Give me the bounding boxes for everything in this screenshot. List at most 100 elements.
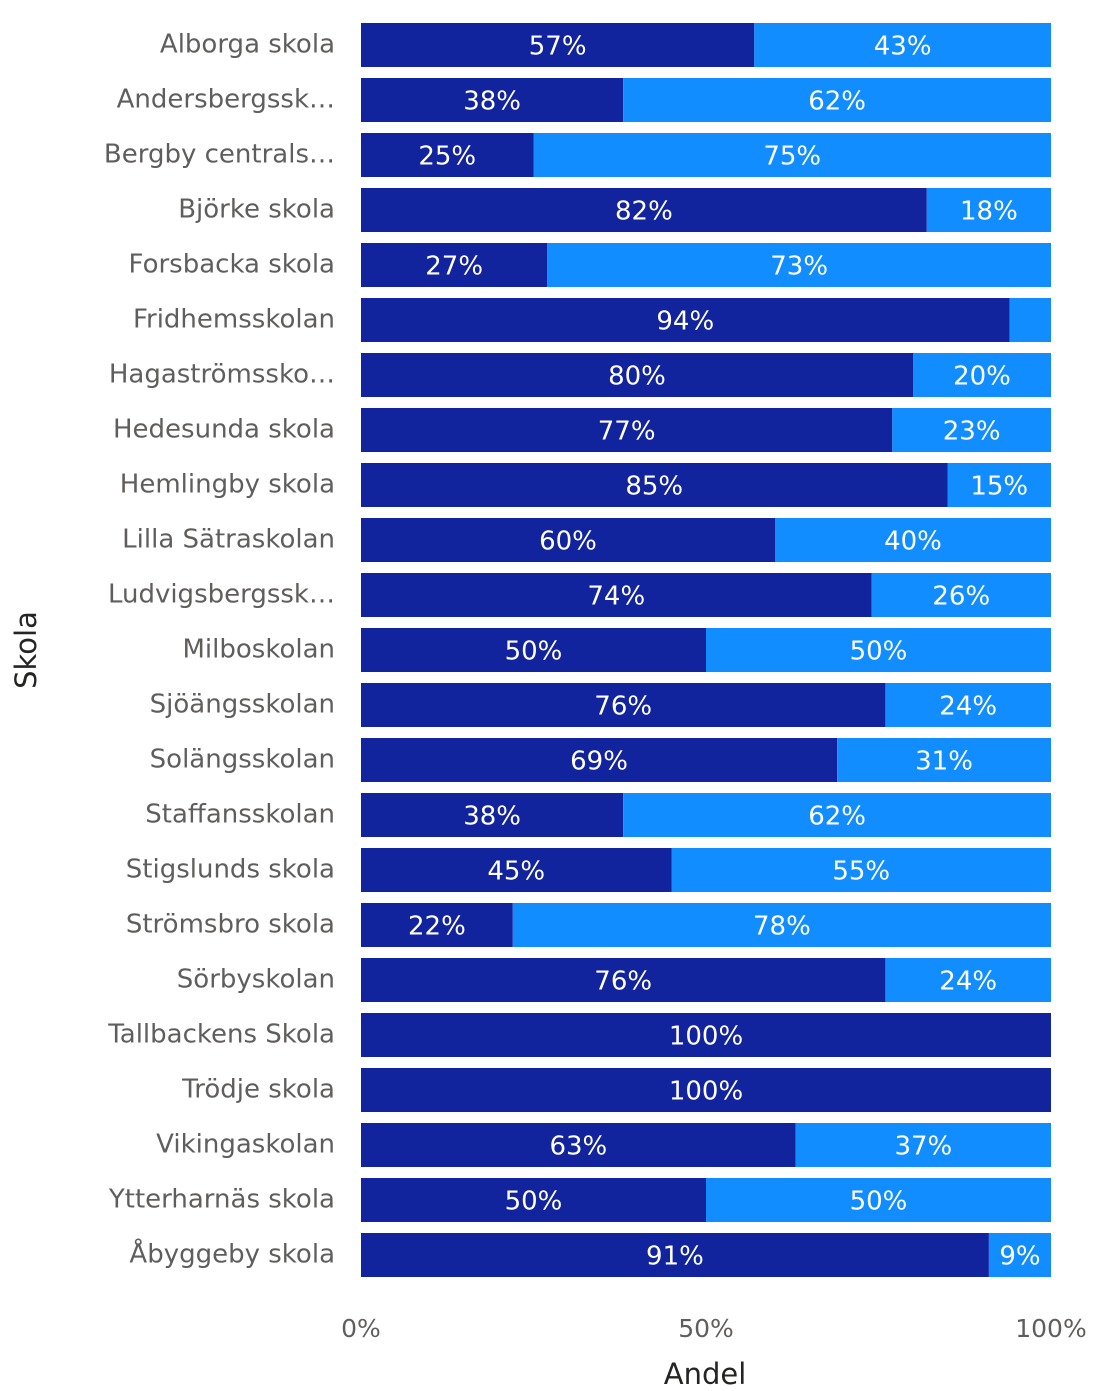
y-tick-label: Vikingaskolan: [156, 1130, 335, 1160]
bar-segment: [361, 1068, 1051, 1112]
data-label: 57%: [529, 32, 587, 62]
bar-segment: [512, 903, 1051, 947]
bar-segment: [361, 793, 624, 837]
bar-segment: [361, 1013, 1051, 1057]
bar-segment: [837, 738, 1051, 782]
bar-segment: [361, 243, 548, 287]
data-label: 94%: [656, 307, 714, 337]
y-tick-label: Staffansskolan: [145, 800, 335, 830]
bar-segment: [623, 793, 1051, 837]
data-label: 50%: [505, 1187, 563, 1217]
bar-segment: [361, 903, 513, 947]
bar-segment: [361, 463, 948, 507]
y-tick-label: Strömsbro skola: [126, 910, 335, 940]
data-label: 82%: [615, 197, 673, 227]
bar-segment: [871, 573, 1051, 617]
data-label: 24%: [939, 967, 997, 997]
bar-segment: [361, 133, 534, 177]
y-tick-label: Stigslunds skola: [126, 855, 335, 885]
bar-segment: [795, 1123, 1051, 1167]
data-label: 38%: [463, 87, 521, 117]
data-label: 76%: [594, 967, 652, 997]
data-label: 50%: [850, 637, 908, 667]
data-label: 22%: [408, 912, 466, 942]
data-label: 63%: [549, 1132, 607, 1162]
bar-segment: [361, 1123, 796, 1167]
bar-segment: [913, 353, 1051, 397]
y-tick-label: Ludvigsbergssk…: [108, 580, 335, 610]
data-label: 69%: [570, 747, 628, 777]
y-tick-label: Tallbackens Skola: [107, 1020, 335, 1050]
bar-segment: [947, 463, 1051, 507]
data-label: 85%: [625, 472, 683, 502]
data-label: 31%: [915, 747, 973, 777]
bar-segment: [361, 298, 1010, 342]
bar-segment: [988, 1233, 1051, 1277]
y-tick-label: Andersbergssk…: [117, 85, 335, 115]
bar-segment: [547, 243, 1051, 287]
data-label: 20%: [953, 362, 1011, 392]
y-tick-label: Fridhemsskolan: [133, 305, 335, 335]
data-label: 24%: [939, 692, 997, 722]
data-label: 43%: [874, 32, 932, 62]
y-tick-label: Hemlingby skola: [120, 470, 335, 500]
data-label: 77%: [598, 417, 656, 447]
x-tick-label: 100%: [1015, 1314, 1086, 1343]
bar-segment: [361, 188, 927, 232]
y-tick-label: Forsbacka skola: [129, 250, 335, 280]
y-tick-label: Trödje skola: [181, 1075, 335, 1105]
y-tick-label: Hedesunda skola: [113, 415, 335, 445]
bar-segment: [671, 848, 1051, 892]
y-tick-label: Milboskolan: [182, 635, 335, 665]
bar-segment: [361, 958, 886, 1002]
bar-segment: [361, 683, 886, 727]
bar-segment: [361, 573, 872, 617]
data-label: 26%: [932, 582, 990, 612]
data-label: 76%: [594, 692, 652, 722]
data-label: 37%: [894, 1132, 952, 1162]
y-tick-label: Hagaströmssko…: [109, 360, 335, 390]
bar-segment: [361, 408, 893, 452]
bar-segment: [361, 23, 755, 67]
y-tick-label: Björke skola: [178, 195, 335, 225]
x-tick-label: 50%: [678, 1314, 734, 1343]
data-label: 91%: [646, 1242, 704, 1272]
bar-segment: [361, 1233, 989, 1277]
data-label: 100%: [669, 1022, 743, 1052]
x-axis-title: Andel: [664, 1357, 747, 1391]
data-label: 9%: [999, 1242, 1040, 1272]
y-axis-title: Skola: [9, 611, 43, 689]
bar-segment: [885, 958, 1051, 1002]
bar-segment: [361, 353, 913, 397]
bar-segment: [361, 78, 624, 122]
bar-segment: [892, 408, 1051, 452]
y-tick-label: Sörbyskolan: [177, 965, 335, 995]
data-label: 62%: [808, 87, 866, 117]
data-label: 25%: [418, 142, 476, 172]
bar-segment: [754, 23, 1051, 67]
data-label: 50%: [505, 637, 563, 667]
y-tick-label: Lilla Sätraskolan: [122, 525, 335, 555]
data-label: 38%: [463, 802, 521, 832]
y-tick-label: Bergby centrals…: [104, 140, 335, 170]
y-tick-label: Alborga skola: [160, 30, 335, 60]
data-label: 27%: [425, 252, 483, 282]
bar-segment: [706, 1178, 1051, 1222]
data-label: 80%: [608, 362, 666, 392]
y-tick-label: Sjöängsskolan: [150, 690, 335, 720]
y-tick-label: Åbyggeby skola: [129, 1238, 335, 1270]
data-label: 73%: [770, 252, 828, 282]
data-label: 78%: [753, 912, 811, 942]
bar-segment: [1009, 298, 1051, 342]
data-label: 18%: [960, 197, 1018, 227]
data-label: 75%: [763, 142, 821, 172]
bar-segment: [361, 628, 706, 672]
bar-segment: [361, 848, 672, 892]
bar-segment: [361, 518, 775, 562]
bar-segment: [926, 188, 1051, 232]
data-label: 50%: [850, 1187, 908, 1217]
data-label: 60%: [539, 527, 597, 557]
bar-segment: [706, 628, 1051, 672]
bar-segment: [533, 133, 1051, 177]
